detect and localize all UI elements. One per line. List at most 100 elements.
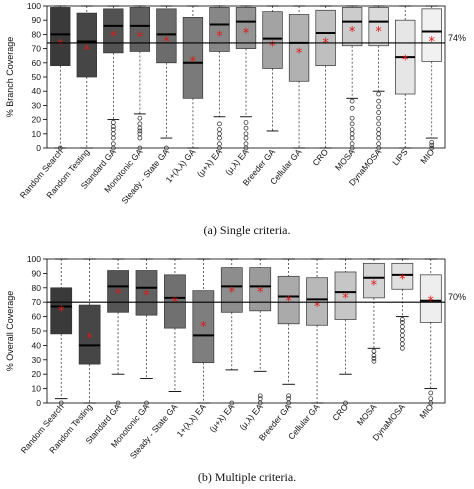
mean-star: * [216,29,223,44]
single-category-label: MIO [418,147,436,166]
outlier-point [243,125,249,131]
multi-y-tick-label: 80 [32,283,42,293]
iqr-box [334,271,357,320]
outlier-point [349,127,355,132]
outlier-point [376,91,382,97]
mean-star: * [349,25,356,40]
mean-star: * [86,332,93,347]
iqr-box [277,275,300,325]
mean-star: * [190,55,197,70]
mean-star: * [399,273,406,288]
multi-category-label: 1+(λ,λ) EA [175,402,209,439]
outlier-point [376,104,382,110]
outlier-point [376,98,382,104]
outlier-point [343,400,348,406]
outlier-point [400,324,405,330]
iqr-box [419,274,442,323]
single-y-tick-label: 0 [36,143,41,153]
iqr-box [76,12,97,78]
single-box-11: * CRO [310,5,336,168]
outlier-point [376,115,382,121]
mean-star: * [137,31,144,46]
iqr-box [103,8,124,54]
outlier-point [376,121,382,127]
outlier-point [137,121,143,127]
outlier-point [376,127,382,132]
outlier-point [400,317,405,322]
single-y-tick-label: 90 [32,15,42,25]
outlier-point [243,120,249,125]
outlier-point [137,128,143,134]
mean-star: * [402,53,409,68]
single-box-14: * LIPS [390,5,416,168]
multi-y-axis-label: % Overall Coverage [5,291,15,372]
mean-star: * [375,25,382,40]
multi-box-11: * CRO [330,258,357,423]
multi-reference-label: 70% [448,292,466,302]
iqr-box [164,274,186,329]
mean-star: * [342,291,349,306]
iqr-box [182,17,204,99]
single-reference-label: 74% [448,33,466,43]
multi-y-tick-label: 40 [32,340,42,350]
multi-category-label: (μ,λ) EA [237,402,265,432]
outlier-point [57,145,63,151]
mean-star: * [371,278,378,293]
iqr-box [249,267,272,312]
single-y-tick-label: 10 [32,129,42,139]
single-chart: 0 10 20 30 40 50 60 70 80 90 100 % Branch Coverage *… [5,1,466,206]
outlier-point [137,145,143,151]
outlier-point [349,141,355,147]
iqr-box [220,267,243,313]
outlier-point [257,393,263,399]
iqr-box [315,9,336,66]
outlier-point [257,396,263,402]
outlier-point [371,356,377,361]
outlier-point [217,141,222,147]
mean-star: * [257,286,264,301]
multi-y-tick-label: 60 [32,312,42,322]
iqr-box [262,11,283,69]
outlier-point [376,135,382,141]
single-y-tick-label: 100 [27,1,41,11]
multi-category-label: MOSA [355,402,379,428]
mean-star: * [200,320,207,335]
single-category-label: CRO [310,147,330,168]
outlier-point [164,145,169,151]
iqr-box [50,7,71,66]
single-category-label: (μ,λ) EA [223,147,251,177]
outlier-point [144,400,149,406]
outlier-point [217,131,222,137]
mean-star: * [110,29,117,44]
iqr-box [368,7,389,47]
single-category-label: (μ+λ) EA [195,147,224,179]
outlier-point [110,135,116,141]
single-category-label: Steady - State GA [119,147,171,206]
outlier-point [349,105,355,111]
outlier-point [243,141,249,147]
multi-y-tick-label: 10 [32,384,42,394]
outlier-point [110,120,116,125]
multi-y-tick-label: 100 [27,254,41,264]
outlier-point [110,127,116,132]
outlier-point [110,131,116,137]
outlier-point [376,110,382,115]
single-y-tick-label: 30 [32,100,42,110]
multi-category-label: MIO [417,402,435,421]
single-y-tick-label: 80 [32,29,42,39]
outlier-point [349,135,355,141]
single-category-label: MOSA [333,147,357,173]
outlier-point [58,400,64,406]
outlier-point [428,396,434,402]
single-y-axis-label: % Branch Coverage [5,37,15,118]
outlier-point [137,115,143,121]
multi-box-12: * MOSA [355,258,385,428]
outlier-point [243,135,249,141]
iqr-box [50,287,73,335]
outlier-point [371,353,377,358]
single-category-label: LIPS [390,147,410,168]
outlier-point [400,320,405,325]
outlier-point [371,348,377,354]
iqr-box [192,290,215,364]
outlier-point [349,98,355,104]
